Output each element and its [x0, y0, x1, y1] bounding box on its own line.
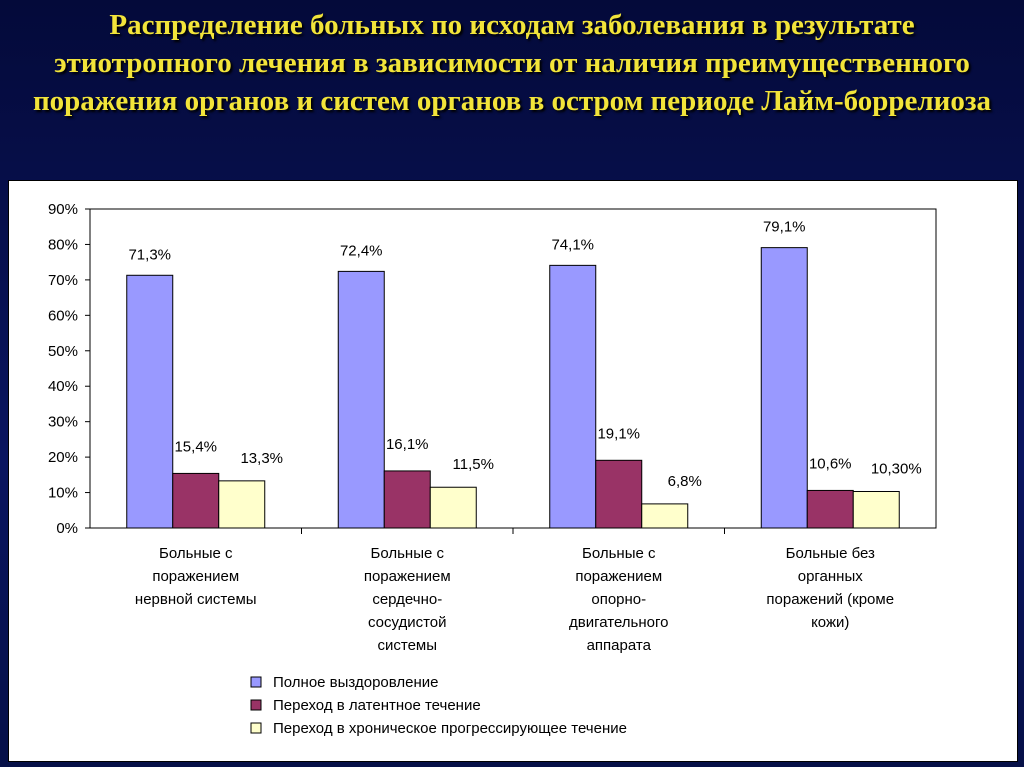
- slide-title: Распределение больных по исходам заболев…: [32, 9, 992, 117]
- chart-panel: 0% 10% 20% 30% 40% 50% 60% 70% 80% 90% 71,3% 15,4% 1…: [8, 180, 1018, 762]
- bar-2-1: [172, 472, 220, 529]
- legend-item-1: Полное выздоровление: [273, 674, 438, 691]
- x-category-label: органных: [798, 568, 864, 585]
- x-category-label: опорно-: [591, 591, 646, 608]
- bar-1-3: [549, 264, 597, 529]
- data-label: 71,3%: [128, 246, 171, 263]
- y-tick-label: 10%: [48, 485, 78, 502]
- bar-2-2: [383, 470, 431, 529]
- y-tick-label: 20%: [48, 449, 78, 466]
- x-category-label: поражением: [152, 568, 239, 585]
- bar-2-4: [806, 489, 854, 529]
- y-tick-label: 40%: [48, 378, 78, 395]
- legend-swatch-2: [250, 699, 262, 711]
- data-label: 19,1%: [597, 425, 640, 442]
- legend-item-2: Переход в латентное течение: [273, 697, 481, 714]
- legend-swatch-1: [250, 676, 262, 688]
- y-tick-label: 60%: [48, 307, 78, 324]
- data-label: 72,4%: [340, 242, 383, 259]
- bar-2-3: [595, 459, 643, 529]
- data-label: 15,4%: [174, 438, 217, 455]
- data-label: 6,8%: [668, 473, 702, 490]
- x-category-label: сосудистой: [368, 614, 447, 631]
- bar-chart: 0% 10% 20% 30% 40% 50% 60% 70% 80% 90% 71,3% 15,4% 1…: [48, 201, 937, 737]
- data-label: 10,6%: [809, 455, 852, 472]
- x-category-label: поражением: [575, 568, 662, 585]
- bar-3-4: [852, 490, 900, 529]
- data-label: 79,1%: [763, 219, 806, 236]
- legend-swatch-3: [250, 722, 262, 734]
- x-category-label: поражением: [364, 568, 451, 585]
- data-label: 11,5%: [453, 456, 494, 473]
- x-category-label: Больные с: [582, 545, 656, 562]
- x-category-label: кожи): [811, 614, 849, 631]
- x-category-label: поражений (кроме: [766, 591, 894, 608]
- x-category-label: системы: [377, 637, 437, 654]
- bar-1-4: [760, 247, 808, 529]
- bar-3-1: [218, 480, 266, 529]
- data-label: 16,1%: [386, 436, 429, 453]
- x-category-label: аппарата: [587, 637, 652, 654]
- data-label: 10,30%: [871, 460, 922, 477]
- data-label: 74,1%: [551, 236, 594, 253]
- x-category-label: сердечно-: [372, 591, 442, 608]
- x-category-label: Больные с: [371, 545, 445, 562]
- x-category-label: Больные с: [159, 545, 233, 562]
- y-tick-label: 0%: [56, 520, 78, 537]
- x-category-label: нервной системы: [135, 591, 257, 608]
- y-tick-label: 50%: [48, 343, 78, 360]
- bar-3-2: [429, 486, 477, 529]
- bar-3-3: [641, 503, 689, 529]
- y-tick-label: 70%: [48, 272, 78, 289]
- legend-item-3: Переход в хроническое прогрессирующее те…: [273, 720, 627, 737]
- y-tick-label: 80%: [48, 236, 78, 253]
- bar-1-2: [337, 270, 385, 529]
- y-tick-label: 30%: [48, 414, 78, 431]
- bar-1-1: [126, 274, 174, 529]
- x-category-label: двигательного: [569, 614, 668, 631]
- y-tick-label: 90%: [48, 201, 78, 218]
- data-label: 13,3%: [240, 450, 283, 467]
- x-category-label: Больные без: [786, 545, 875, 562]
